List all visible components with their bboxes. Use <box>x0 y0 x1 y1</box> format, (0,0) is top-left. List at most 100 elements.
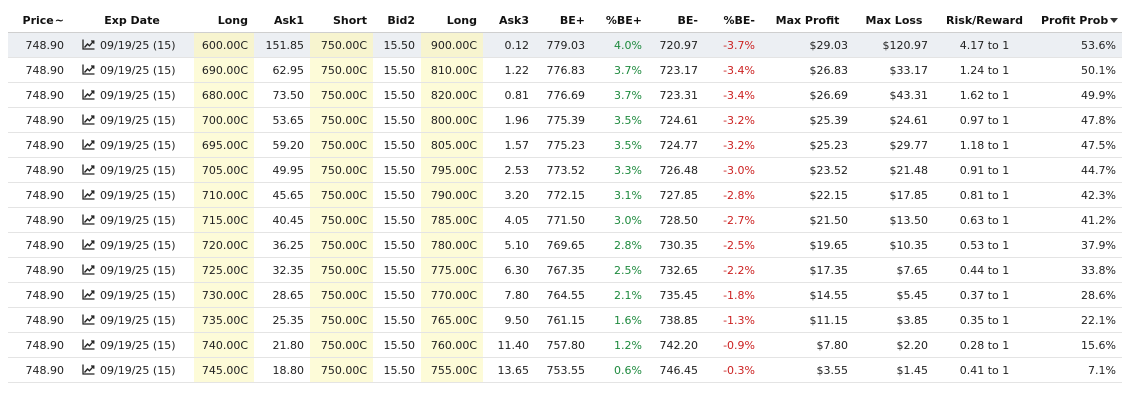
cell-price: 748.90 <box>8 257 70 283</box>
col-header-be-minus[interactable]: BE- <box>648 8 704 33</box>
cell-risk-reward: 0.63 to 1 <box>934 207 1035 233</box>
col-header-max-loss[interactable]: Max Loss <box>854 8 934 33</box>
table-row[interactable]: 748.90 09/19/25 (15) 725.00C 32.35 750.0… <box>8 257 1122 283</box>
cell-exp-date[interactable]: 09/19/25 (15) <box>70 207 194 233</box>
cell-long-strike-2: 795.00C <box>421 157 483 183</box>
table-row[interactable]: 748.90 09/19/25 (15) 745.00C 18.80 750.0… <box>8 357 1122 383</box>
col-header-ask1[interactable]: Ask1 <box>254 8 310 33</box>
cell-ask3: 0.12 <box>483 32 535 58</box>
cell-exp-date[interactable]: 09/19/25 (15) <box>70 132 194 158</box>
cell-long-strike-1: 715.00C <box>194 207 254 233</box>
cell-exp-date[interactable]: 09/19/25 (15) <box>70 182 194 208</box>
cell-long-strike-2: 760.00C <box>421 332 483 358</box>
cell-exp-date[interactable]: 09/19/25 (15) <box>70 82 194 108</box>
cell-be-minus: 726.48 <box>648 157 704 183</box>
table-row[interactable]: 748.90 09/19/25 (15) 720.00C 36.25 750.0… <box>8 232 1122 258</box>
line-chart-icon[interactable] <box>82 89 95 100</box>
cell-pct-be-minus: -0.3% <box>704 357 761 383</box>
line-chart-icon[interactable] <box>82 264 95 275</box>
table-row[interactable]: 748.90 09/19/25 (15) 700.00C 53.65 750.0… <box>8 107 1122 133</box>
cell-ask3: 9.50 <box>483 307 535 333</box>
cell-ask3: 0.81 <box>483 82 535 108</box>
line-chart-icon[interactable] <box>82 289 95 300</box>
col-header-long-2[interactable]: Long <box>421 8 483 33</box>
table-row[interactable]: 748.90 09/19/25 (15) 735.00C 25.35 750.0… <box>8 307 1122 333</box>
cell-be-minus: 732.65 <box>648 257 704 283</box>
cell-bid2: 15.50 <box>373 57 421 83</box>
cell-max-loss: $2.20 <box>854 332 934 358</box>
cell-exp-date[interactable]: 09/19/25 (15) <box>70 157 194 183</box>
table-row[interactable]: 748.90 09/19/25 (15) 705.00C 49.95 750.0… <box>8 157 1122 183</box>
cell-short-strike: 750.00C <box>310 32 373 58</box>
line-chart-icon[interactable] <box>82 64 95 75</box>
cell-long-strike-2: 755.00C <box>421 357 483 383</box>
cell-short-strike: 750.00C <box>310 232 373 258</box>
cell-pct-be-plus: 4.0% <box>591 32 648 58</box>
cell-pct-be-plus: 2.8% <box>591 232 648 258</box>
exp-date-text: 09/19/25 (15) <box>100 213 176 227</box>
cell-risk-reward: 1.18 to 1 <box>934 132 1035 158</box>
table-row[interactable]: 748.90 09/19/25 (15) 695.00C 59.20 750.0… <box>8 132 1122 158</box>
line-chart-icon[interactable] <box>82 364 95 375</box>
cell-exp-date[interactable]: 09/19/25 (15) <box>70 107 194 133</box>
cell-be-plus: 773.52 <box>535 157 591 183</box>
cell-max-profit: $21.50 <box>761 207 854 233</box>
table-row[interactable]: 748.90 09/19/25 (15) 715.00C 40.45 750.0… <box>8 207 1122 233</box>
col-header-pct-be-plus[interactable]: %BE+ <box>591 8 648 33</box>
cell-ask3: 5.10 <box>483 232 535 258</box>
cell-max-profit: $14.55 <box>761 282 854 308</box>
line-chart-icon[interactable] <box>82 39 95 50</box>
exp-date-text: 09/19/25 (15) <box>100 113 176 127</box>
cell-exp-date[interactable]: 09/19/25 (15) <box>70 232 194 258</box>
cell-short-strike: 750.00C <box>310 57 373 83</box>
cell-short-strike: 750.00C <box>310 132 373 158</box>
col-header-risk-reward[interactable]: Risk/Reward <box>934 8 1035 33</box>
table-row[interactable]: 748.90 09/19/25 (15) 730.00C 28.65 750.0… <box>8 282 1122 308</box>
col-header-price[interactable]: Price~ <box>8 8 70 33</box>
cell-price: 748.90 <box>8 332 70 358</box>
cell-exp-date[interactable]: 09/19/25 (15) <box>70 257 194 283</box>
cell-risk-reward: 0.35 to 1 <box>934 307 1035 333</box>
line-chart-icon[interactable] <box>82 114 95 125</box>
cell-exp-date[interactable]: 09/19/25 (15) <box>70 282 194 308</box>
col-header-bid2[interactable]: Bid2 <box>373 8 421 33</box>
exp-date-text: 09/19/25 (15) <box>100 238 176 252</box>
col-header-profit-prob[interactable]: Profit Prob <box>1035 8 1122 33</box>
cell-profit-prob: 49.9% <box>1035 82 1122 108</box>
cell-be-minus: 735.45 <box>648 282 704 308</box>
line-chart-icon[interactable] <box>82 214 95 225</box>
col-header-long-1[interactable]: Long <box>194 8 254 33</box>
cell-exp-date[interactable]: 09/19/25 (15) <box>70 307 194 333</box>
cell-be-plus: 779.03 <box>535 32 591 58</box>
cell-pct-be-minus: -2.2% <box>704 257 761 283</box>
cell-ask1: 36.25 <box>254 232 310 258</box>
line-chart-icon[interactable] <box>82 314 95 325</box>
col-header-pct-be-minus[interactable]: %BE- <box>704 8 761 33</box>
line-chart-icon[interactable] <box>82 139 95 150</box>
line-chart-icon[interactable] <box>82 164 95 175</box>
line-chart-icon[interactable] <box>82 339 95 350</box>
cell-risk-reward: 0.37 to 1 <box>934 282 1035 308</box>
cell-long-strike-2: 770.00C <box>421 282 483 308</box>
col-header-exp-date[interactable]: Exp Date <box>70 8 194 33</box>
cell-exp-date[interactable]: 09/19/25 (15) <box>70 57 194 83</box>
cell-exp-date[interactable]: 09/19/25 (15) <box>70 332 194 358</box>
cell-exp-date[interactable]: 09/19/25 (15) <box>70 357 194 383</box>
table-row[interactable]: 748.90 09/19/25 (15) 690.00C 62.95 750.0… <box>8 57 1122 83</box>
cell-exp-date[interactable]: 09/19/25 (15) <box>70 32 194 58</box>
cell-long-strike-2: 810.00C <box>421 57 483 83</box>
line-chart-icon[interactable] <box>82 239 95 250</box>
cell-bid2: 15.50 <box>373 232 421 258</box>
cell-long-strike-1: 740.00C <box>194 332 254 358</box>
col-header-short[interactable]: Short <box>310 8 373 33</box>
table-row[interactable]: 748.90 09/19/25 (15) 710.00C 45.65 750.0… <box>8 182 1122 208</box>
col-header-be-plus[interactable]: BE+ <box>535 8 591 33</box>
table-row[interactable]: 748.90 09/19/25 (15) 600.00C 151.85 750.… <box>8 32 1122 58</box>
line-chart-icon[interactable] <box>82 189 95 200</box>
cell-ask3: 1.22 <box>483 57 535 83</box>
col-header-max-profit[interactable]: Max Profit <box>761 8 854 33</box>
table-row[interactable]: 748.90 09/19/25 (15) 680.00C 73.50 750.0… <box>8 82 1122 108</box>
cell-profit-prob: 53.6% <box>1035 32 1122 58</box>
col-header-ask3[interactable]: Ask3 <box>483 8 535 33</box>
table-row[interactable]: 748.90 09/19/25 (15) 740.00C 21.80 750.0… <box>8 332 1122 358</box>
